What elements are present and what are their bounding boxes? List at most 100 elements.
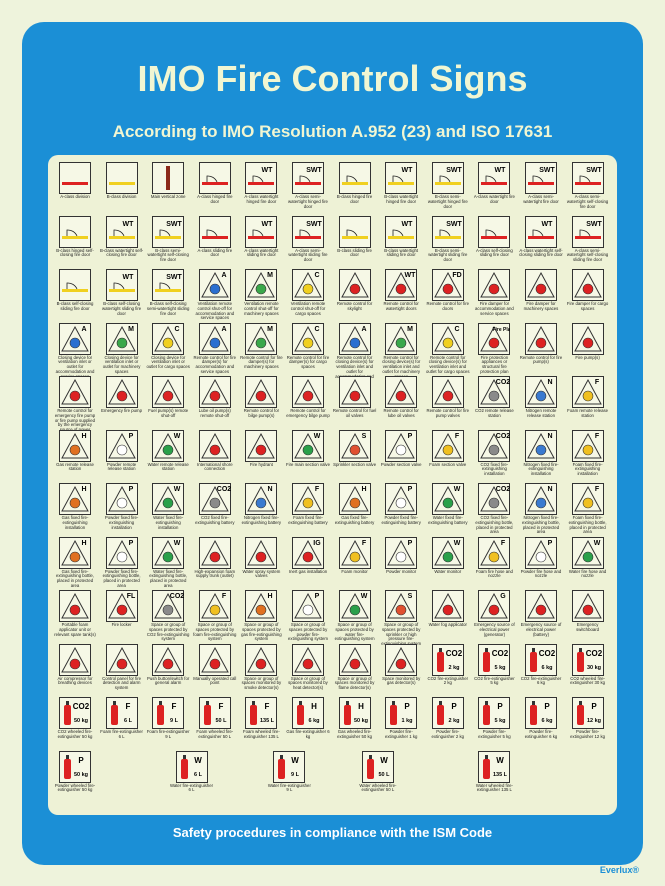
sign-caption: Remote control for fuel oil valves bbox=[332, 408, 377, 418]
door-swing bbox=[346, 175, 357, 183]
sign-symbol bbox=[209, 337, 221, 348]
sign-icon bbox=[525, 269, 557, 301]
sign-triangle bbox=[480, 378, 509, 405]
sign-icon: SWT bbox=[292, 162, 324, 194]
sign-icon bbox=[59, 269, 91, 301]
sign-icon: W bbox=[152, 536, 185, 569]
sign-symbol bbox=[489, 390, 500, 402]
extinguisher-body bbox=[576, 705, 584, 725]
sign-icon: P 12 kg bbox=[571, 697, 604, 729]
sign-mark: WT bbox=[122, 221, 134, 228]
extinguisher-head bbox=[182, 754, 186, 759]
sign-caption: A-class semi-watertight fire door bbox=[523, 194, 559, 204]
sign-caption: CO2 fixed fire-extinguishing battery bbox=[195, 515, 235, 525]
sign-icon: WT bbox=[105, 215, 138, 248]
sign-symbol bbox=[162, 604, 174, 616]
sign-frame bbox=[478, 162, 511, 194]
extinguisher-head bbox=[280, 754, 284, 759]
sign: P 2 kg Powder fire-extinguisher 2 kg bbox=[426, 697, 470, 740]
extinguisher-head bbox=[578, 701, 582, 705]
sign-icon: CO2 6 kg bbox=[525, 643, 557, 676]
sign-icon bbox=[198, 162, 231, 194]
sign-mark: WT bbox=[495, 167, 507, 174]
door-swing bbox=[579, 229, 590, 236]
extinguisher-body bbox=[297, 705, 304, 725]
sign-icon bbox=[105, 376, 138, 408]
sign-mark: C bbox=[314, 272, 319, 279]
sign: H Gas fixed fire-extinguishing bottle, pl… bbox=[53, 536, 97, 589]
extinguisher-head bbox=[159, 701, 163, 705]
sign-symbol bbox=[162, 337, 174, 348]
door-swing bbox=[159, 229, 171, 236]
sign-icon: WT bbox=[245, 215, 278, 248]
door-line bbox=[108, 289, 135, 292]
sign-icon bbox=[571, 590, 604, 622]
sign: N Nitrogen fixed fire-extinguishing batte… bbox=[239, 483, 283, 526]
sign-caption: Water monitor bbox=[434, 568, 462, 574]
sign-frame bbox=[59, 215, 91, 248]
sign-caption: Gas wheeled fire-extinguisher 50 kg bbox=[337, 729, 373, 739]
sign: S Space or group of spaces protected by s… bbox=[379, 590, 423, 647]
sign-icon bbox=[338, 215, 371, 248]
sign-icon: SWT bbox=[431, 215, 464, 248]
sign: N Nitrogen remote release station bbox=[519, 376, 563, 419]
sign: P Powder monitor bbox=[379, 536, 423, 575]
sign-caption: B-class watertight hinged fire door bbox=[384, 194, 419, 204]
door-swing bbox=[485, 229, 497, 236]
sign: WT A-class watertight sliding fire door bbox=[239, 215, 283, 259]
sign-caption: Foam fixed fire-extinguishing bottle, pl… bbox=[568, 515, 607, 535]
sign-caption: CO2 fire-extinguisher 2 kg bbox=[427, 675, 469, 686]
sign-icon: N bbox=[525, 376, 557, 408]
sign-mark: CO2 bbox=[539, 649, 556, 658]
sign-triangle bbox=[200, 271, 229, 298]
sign-caption: Foam fire-extinguisher 6 L bbox=[100, 729, 143, 739]
sign: Air compressor for breathing devices bbox=[53, 643, 97, 687]
sign-icon: CO2 5 kg bbox=[478, 643, 511, 676]
sign-symbol bbox=[489, 604, 500, 616]
sign-symbol bbox=[489, 551, 500, 562]
sign-symbol bbox=[395, 444, 407, 455]
sign-caption: A-class sliding fire door bbox=[197, 247, 233, 258]
sign-icon bbox=[385, 643, 418, 676]
sign: P Powder fire hose and nozzle bbox=[519, 536, 563, 580]
sign-mark: CO2 bbox=[496, 433, 510, 440]
sign-caption: Powder section valve bbox=[380, 461, 422, 467]
sign-symbol bbox=[256, 604, 267, 616]
sign-icon bbox=[198, 536, 231, 569]
sign-size: 50 L bbox=[215, 718, 227, 724]
sign-caption: Remote control for fire doors bbox=[426, 301, 470, 311]
sign-mark: SWT bbox=[306, 221, 322, 228]
sign-triangle bbox=[480, 271, 509, 298]
sign-icon: P 1 kg bbox=[385, 697, 418, 729]
sign: W Space or group of spaces protected by w… bbox=[333, 590, 377, 642]
sign-mark: W bbox=[497, 756, 505, 765]
sign-icon: F 9 L bbox=[152, 697, 185, 729]
sign: P 1 kg Powder fire-extinguisher 1 kg bbox=[379, 697, 423, 740]
sign-icon: W bbox=[292, 429, 324, 462]
sign-icon bbox=[198, 643, 231, 676]
sign-frame bbox=[105, 269, 138, 301]
sign-icon: WT bbox=[478, 162, 511, 194]
sign-symbol bbox=[535, 444, 547, 455]
sign-symbol bbox=[302, 497, 314, 509]
sign: P Space or group of spaces protected by p… bbox=[286, 590, 330, 642]
sign-icon: W bbox=[338, 590, 371, 622]
sign-icon bbox=[525, 322, 557, 355]
door-line bbox=[434, 182, 461, 185]
sign-icon: CO2 bbox=[478, 429, 511, 462]
sign-icon: H 50 kg bbox=[338, 697, 371, 729]
sign-icon: W 9 L bbox=[273, 750, 306, 783]
subtitle: According to IMO Resolution A.952 (23) a… bbox=[112, 122, 553, 141]
sign-icon: WT bbox=[385, 162, 418, 194]
sign: Lube oil pump(s) remote shut-off bbox=[193, 376, 237, 419]
sign-triangle bbox=[387, 485, 416, 512]
sign-caption: Control panel for fire detection and ala… bbox=[102, 675, 142, 691]
sign-caption: Fire protection appliances or structural… bbox=[480, 354, 509, 374]
sign-caption: Powder fire-extinguisher 1 kg bbox=[384, 729, 418, 739]
sign-caption: Emergency switchboard bbox=[576, 622, 600, 632]
sign-mark: WT bbox=[122, 274, 134, 281]
sign-symbol bbox=[69, 604, 81, 616]
sign-mark: H bbox=[268, 593, 273, 600]
sign-symbol bbox=[209, 390, 221, 402]
sign-size: 30 kg bbox=[587, 665, 601, 671]
